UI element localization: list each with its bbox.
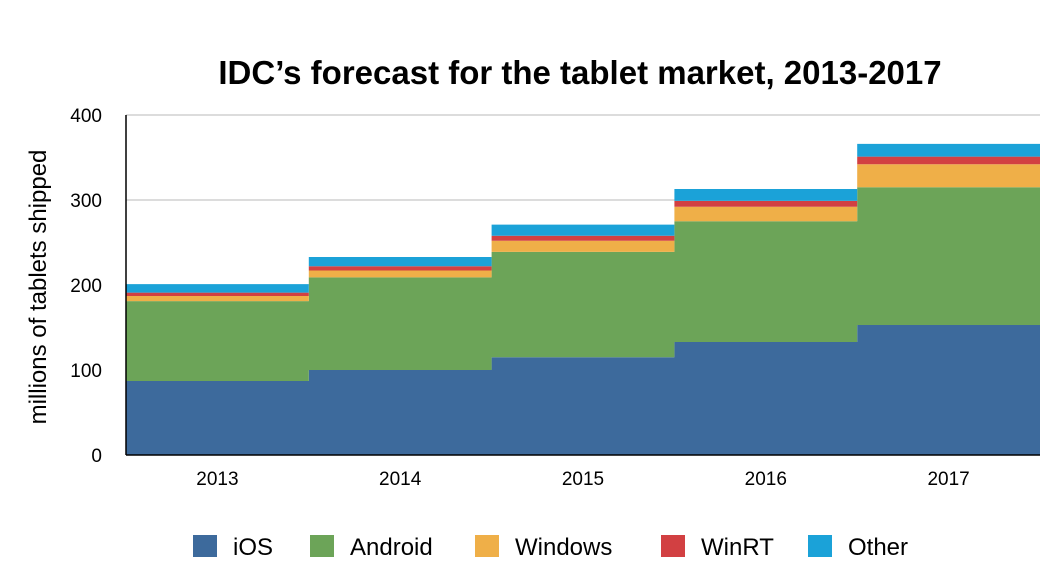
legend: iOS Android Windows WinRT Other bbox=[193, 534, 908, 561]
series-area-ios bbox=[126, 324, 1040, 455]
y-tick-label: 300 bbox=[70, 191, 102, 212]
series-area-android bbox=[126, 187, 1040, 382]
legend-label-windows: Windows bbox=[515, 534, 612, 561]
legend-swatch-android bbox=[310, 535, 334, 557]
legend-label-ios: iOS bbox=[233, 534, 273, 561]
x-tick-label: 2015 bbox=[562, 469, 604, 490]
y-tick-label: 400 bbox=[70, 106, 102, 127]
y-tick-label: 200 bbox=[70, 276, 102, 297]
y-axis-label: millions of tablets shipped bbox=[25, 150, 52, 425]
chart-title: IDC’s forecast for the tablet market, 20… bbox=[218, 54, 941, 91]
axes: 2013 2014 2015 2016 2017 bbox=[125, 115, 1040, 490]
x-tick-label: 2014 bbox=[379, 469, 422, 490]
series-area-windows bbox=[126, 164, 1040, 302]
legend-swatch-windows bbox=[475, 535, 499, 557]
y-tick-label: 100 bbox=[70, 361, 102, 382]
legend-label-android: Android bbox=[350, 534, 433, 561]
x-tick-label: 2017 bbox=[927, 469, 969, 490]
stacked-areas bbox=[126, 143, 1040, 455]
legend-label-other: Other bbox=[848, 534, 908, 561]
x-tick-label: 2013 bbox=[196, 469, 238, 490]
legend-label-winrt: WinRT bbox=[701, 534, 774, 561]
legend-swatch-ios bbox=[193, 535, 217, 557]
legend-swatch-winrt bbox=[661, 535, 685, 557]
legend-swatch-other bbox=[808, 535, 832, 557]
y-tick-label: 0 bbox=[91, 446, 102, 467]
x-tick-label: 2016 bbox=[745, 469, 787, 490]
